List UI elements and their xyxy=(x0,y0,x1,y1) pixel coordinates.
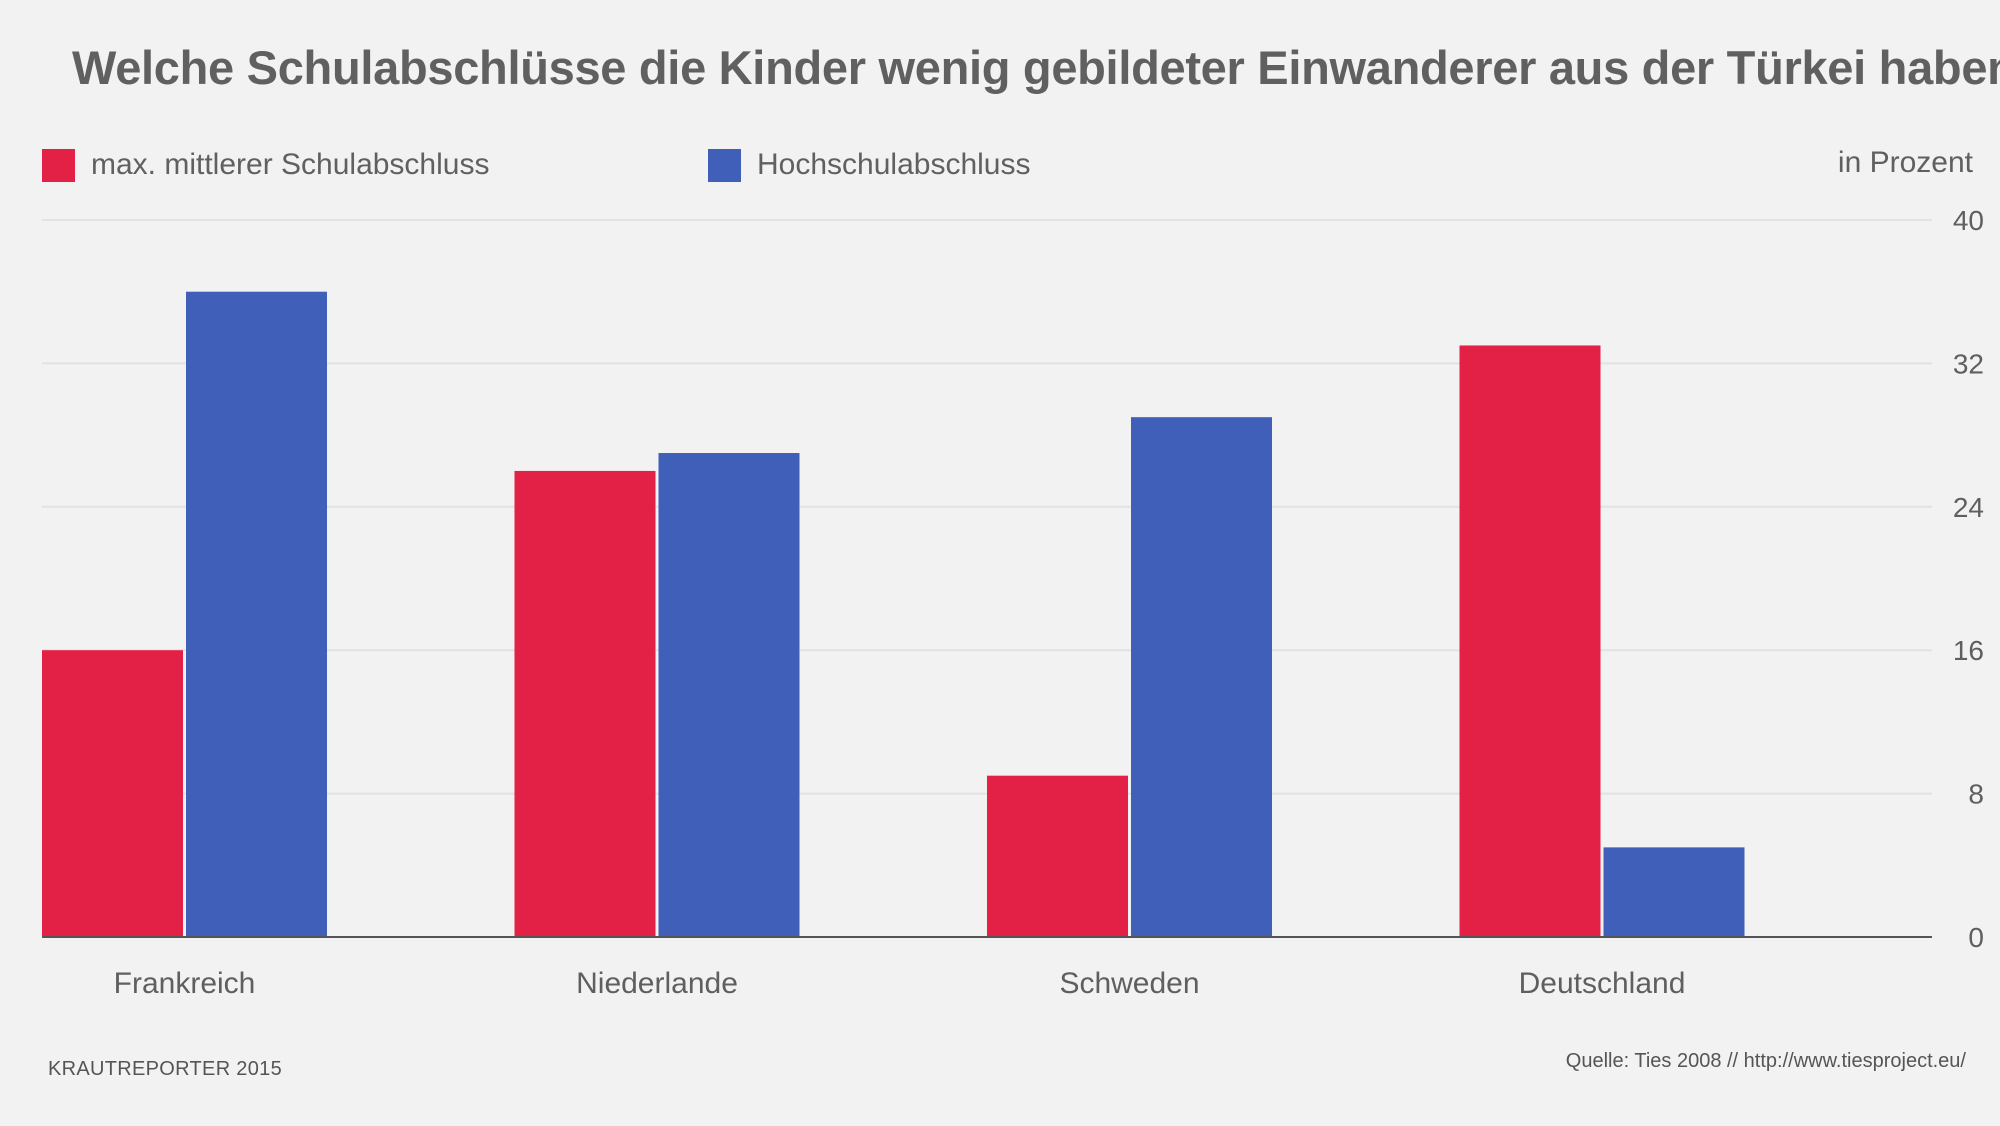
bar-deutschland-series-2 xyxy=(1603,847,1745,937)
y-tick-label: 0 xyxy=(1968,922,1984,953)
y-tick-label: 16 xyxy=(1953,635,1984,666)
y-tick-label: 32 xyxy=(1953,348,1984,379)
bar-frankreich-series-1 xyxy=(42,650,183,937)
bar-schweden-series-1 xyxy=(987,775,1128,937)
x-category-label: Frankreich xyxy=(114,967,256,1000)
bar-schweden-series-2 xyxy=(1131,417,1272,937)
legend-item-series-1: max. mittlerer Schulabschluss xyxy=(42,148,489,182)
y-tick-label: 40 xyxy=(1953,205,1984,236)
bar-frankreich-series-2 xyxy=(186,291,327,937)
x-category-label: Schweden xyxy=(1059,967,1199,1000)
x-category-label: Niederlande xyxy=(576,967,738,1000)
y-tick-label: 8 xyxy=(1968,779,1984,810)
bar-deutschland-series-1 xyxy=(1459,345,1601,938)
legend-label-series-2: Hochschulabschluss xyxy=(757,148,1031,181)
bar-niederlande-series-1 xyxy=(514,470,656,937)
legend-label-series-1: max. mittlerer Schulabschluss xyxy=(91,148,490,181)
source-text: Quelle: Ties 2008 // http://www.tiesproj… xyxy=(1565,1050,1966,1072)
bar-niederlande-series-2 xyxy=(658,453,800,937)
legend-swatch-series-2 xyxy=(708,148,741,182)
legend-item-series-2: Hochschulabschluss xyxy=(708,148,1030,182)
chart-title: Welche Schulabschlüsse die Kinder wenig … xyxy=(72,41,2000,94)
y-axis-unit-label: in Prozent xyxy=(1837,146,1973,179)
credit-text: KRAUTREPORTER 2015 xyxy=(48,1058,282,1080)
legend-swatch-series-1 xyxy=(42,148,75,182)
x-category-label: Deutschland xyxy=(1519,967,1686,1000)
y-tick-label: 24 xyxy=(1953,492,1984,523)
